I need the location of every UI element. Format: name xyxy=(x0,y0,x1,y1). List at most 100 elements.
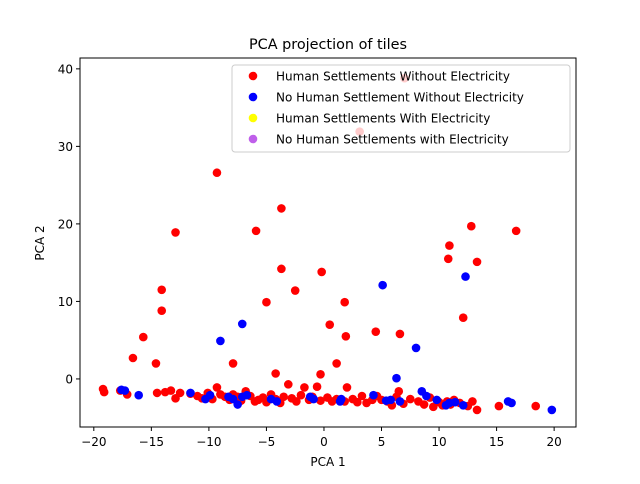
data-point-series-1 xyxy=(395,397,405,406)
legend-marker xyxy=(248,134,258,144)
x-tick-label: −15 xyxy=(139,435,164,449)
data-point-series-1 xyxy=(205,390,215,400)
data-point-series-1 xyxy=(547,405,557,415)
data-point-series-0 xyxy=(405,394,415,404)
data-point-series-1 xyxy=(450,397,460,407)
data-point-series-0 xyxy=(138,332,148,342)
plot-frame xyxy=(79,57,577,428)
data-point-series-0 xyxy=(445,241,454,250)
y-tick-label: 30 xyxy=(58,140,73,154)
x-tick-label: −20 xyxy=(81,435,106,449)
legend-label: No Human Settlements with Electricity xyxy=(276,133,509,147)
data-point-series-0 xyxy=(429,402,438,412)
data-point-series-0 xyxy=(277,264,286,274)
data-point-series-0 xyxy=(341,332,351,341)
data-point-series-1 xyxy=(216,336,225,346)
data-point-series-1 xyxy=(336,394,346,404)
data-point-series-0 xyxy=(472,405,482,415)
data-point-series-0 xyxy=(458,313,468,323)
data-point-series-0 xyxy=(157,285,167,295)
data-point-series-0 xyxy=(332,359,341,368)
data-point-series-0 xyxy=(340,297,349,307)
data-point-series-0 xyxy=(419,400,429,409)
data-point-series-1 xyxy=(120,386,130,395)
data-point-series-0 xyxy=(175,388,185,398)
data-point-series-0 xyxy=(317,267,326,277)
data-point-series-0 xyxy=(296,390,306,400)
data-point-series-1 xyxy=(272,397,282,406)
data-point-series-0 xyxy=(212,383,222,392)
x-tick-label: 5 xyxy=(378,435,386,449)
y-axis-label: PCA 2 xyxy=(33,225,47,260)
x-axis-label: PCA 1 xyxy=(310,455,345,469)
data-point-series-1 xyxy=(309,394,318,404)
data-point-series-0 xyxy=(468,397,477,406)
data-point-series-0 xyxy=(312,382,322,391)
x-tick-label: 10 xyxy=(431,435,446,449)
data-point-series-0 xyxy=(212,168,222,178)
data-point-series-0 xyxy=(292,397,301,406)
data-point-series-0 xyxy=(157,306,167,316)
legend-marker xyxy=(248,113,258,123)
data-point-series-0 xyxy=(262,297,271,307)
data-point-series-0 xyxy=(166,386,176,395)
plot-area xyxy=(98,73,557,415)
data-point-series-0 xyxy=(353,397,362,407)
x-tick-label: 15 xyxy=(489,435,504,449)
data-point-series-0 xyxy=(128,353,138,363)
data-point-series-0 xyxy=(277,204,286,213)
data-point-series-1 xyxy=(392,373,401,383)
data-point-series-0 xyxy=(357,391,367,401)
data-point-series-0 xyxy=(99,387,109,397)
data-point-series-0 xyxy=(151,359,161,368)
x-tick-label: −5 xyxy=(258,435,276,449)
x-tick-label: 0 xyxy=(320,435,328,449)
data-point-series-0 xyxy=(300,383,309,392)
legend-label: No Human Settlement Without Electricity xyxy=(276,91,524,105)
data-point-series-1 xyxy=(422,391,431,401)
data-point-series-0 xyxy=(472,257,482,267)
data-point-series-0 xyxy=(531,401,541,411)
data-point-series-0 xyxy=(152,388,162,398)
legend: Human Settlements Without Electricity No … xyxy=(231,64,571,153)
data-point-series-0 xyxy=(271,369,280,378)
data-point-series-1 xyxy=(458,400,468,410)
data-point-series-1 xyxy=(378,280,387,290)
chart-title: PCA projection of tiles xyxy=(249,37,407,53)
y-axis: 0 10 20 30 40 xyxy=(58,62,80,386)
data-point-series-0 xyxy=(342,383,352,392)
data-point-series-1 xyxy=(386,395,396,405)
data-point-series-0 xyxy=(371,327,381,336)
y-tick-label: 0 xyxy=(65,372,73,386)
x-tick-label: 20 xyxy=(546,435,561,449)
data-point-series-1 xyxy=(432,395,442,405)
y-tick-label: 10 xyxy=(58,295,73,309)
data-point-series-0 xyxy=(284,380,293,389)
data-point-series-0 xyxy=(228,359,238,368)
y-tick-label: 40 xyxy=(58,62,73,76)
data-point-series-1 xyxy=(242,390,252,400)
data-point-series-0 xyxy=(325,320,335,329)
data-point-series-0 xyxy=(511,226,521,236)
data-point-series-0 xyxy=(394,387,404,396)
data-point-series-0 xyxy=(395,329,405,339)
data-point-series-0 xyxy=(171,228,180,237)
data-point-series-1 xyxy=(186,388,195,398)
data-point-series-0 xyxy=(316,396,325,405)
data-point-series-0 xyxy=(251,226,261,236)
data-point-series-1 xyxy=(507,398,516,408)
data-point-series-1 xyxy=(369,390,378,400)
data-point-series-0 xyxy=(290,286,300,295)
legend-marker xyxy=(248,71,258,81)
x-axis: −20 −15 −10 −5 0 5 10 15 20 xyxy=(81,427,562,449)
y-tick-label: 20 xyxy=(58,217,73,231)
legend-label: Human Settlements Without Electricity xyxy=(276,70,510,84)
data-point-series-1 xyxy=(411,343,421,353)
data-point-series-0 xyxy=(443,254,453,264)
legend-marker xyxy=(248,92,258,102)
legend-label: Human Settlements With Electricity xyxy=(276,112,490,126)
data-point-series-0 xyxy=(466,221,476,231)
data-point-series-0 xyxy=(494,401,504,411)
x-tick-label: −10 xyxy=(196,435,221,449)
